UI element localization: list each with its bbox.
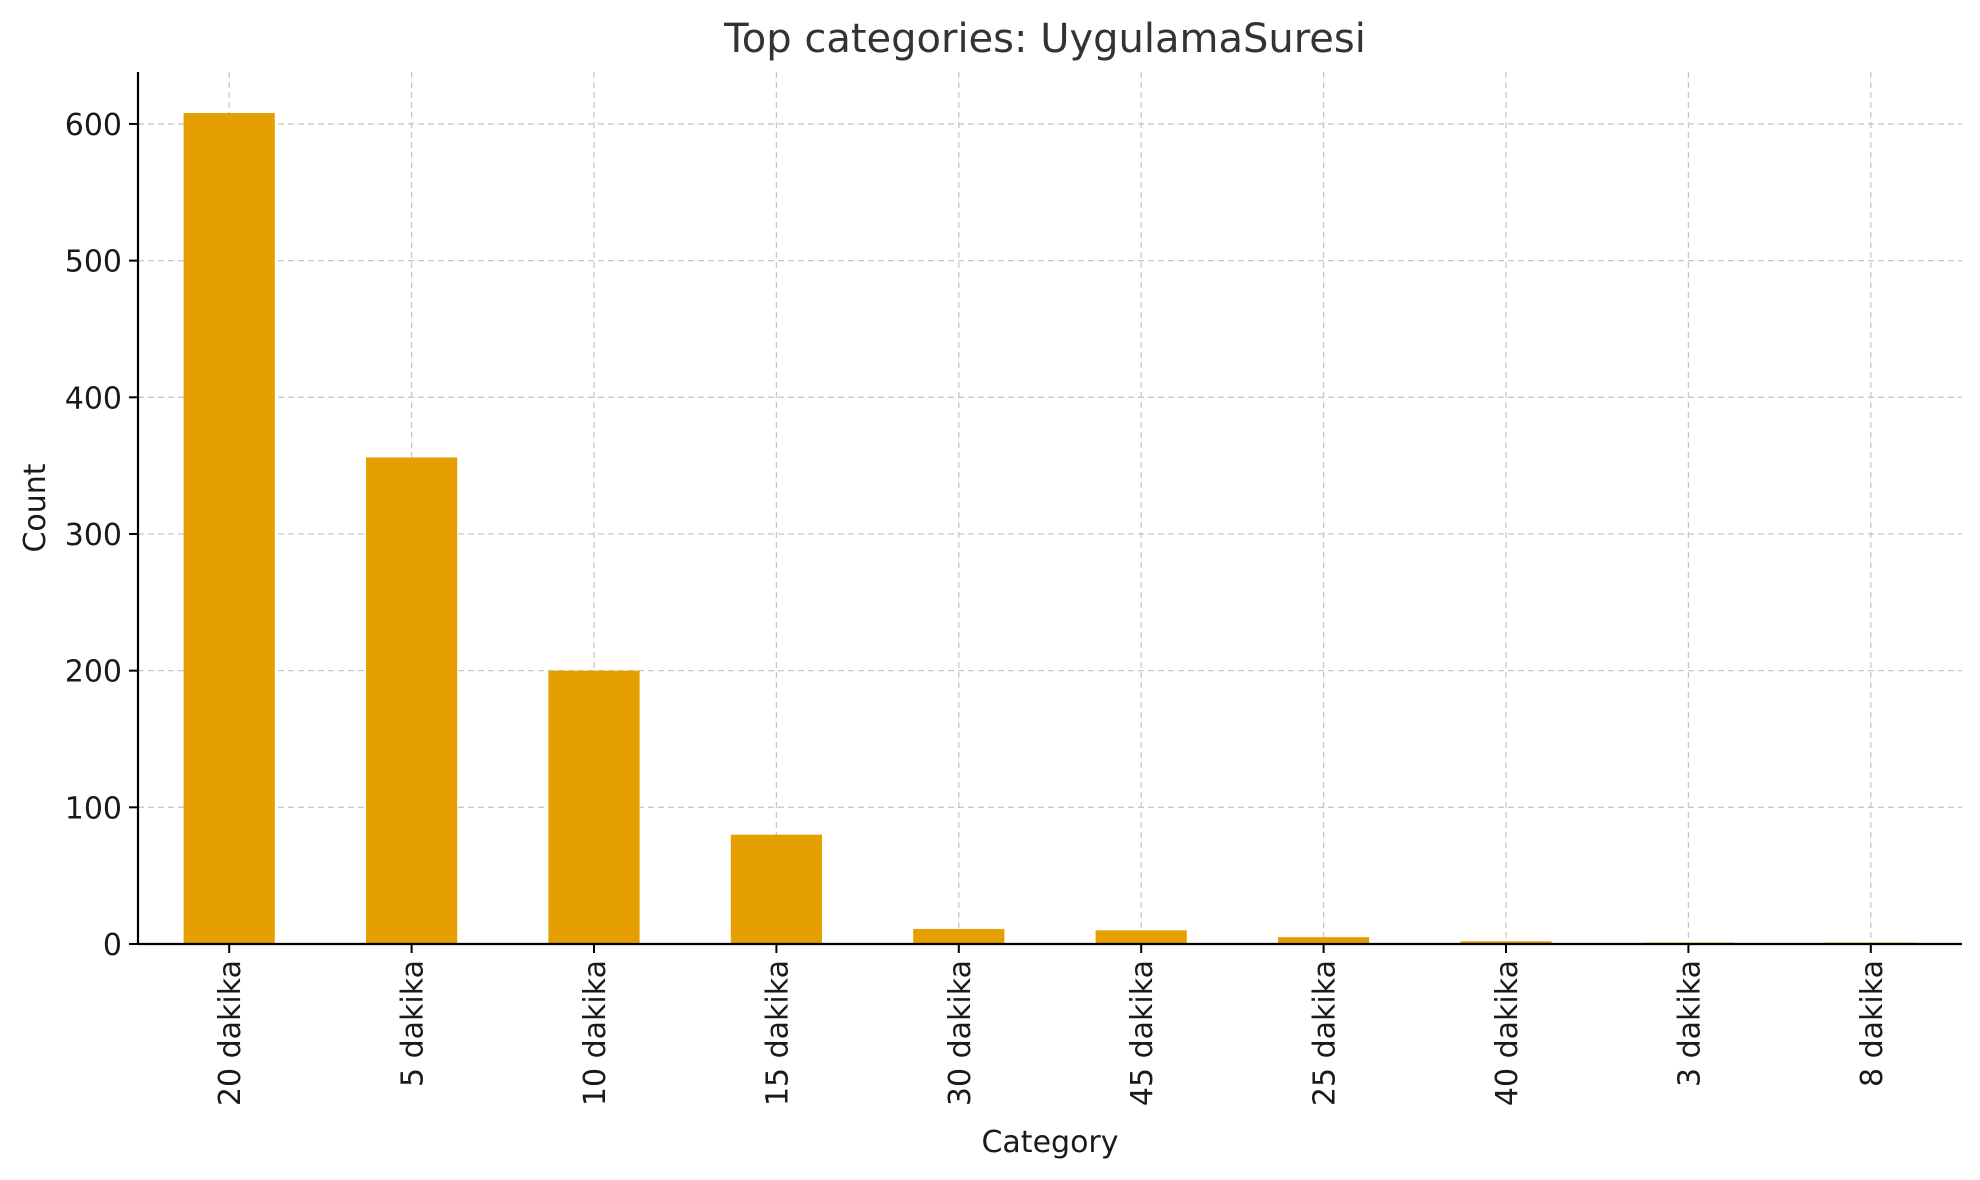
bar bbox=[548, 670, 640, 944]
y-tick-label: 200 bbox=[65, 655, 122, 690]
chart-title: Top categories: UygulamaSuresi bbox=[723, 16, 1366, 62]
bar bbox=[730, 834, 822, 944]
axes bbox=[136, 72, 1962, 946]
y-tick-label: 100 bbox=[65, 791, 122, 826]
tick-labels: 0 100 200 300 400 500 600 20 dakika 5 dakika 10 d… bbox=[65, 108, 1890, 1106]
x-tick-label: 3 dakika bbox=[1672, 960, 1707, 1087]
y-tick-label: 0 bbox=[103, 928, 122, 963]
y-tick-label: 300 bbox=[65, 518, 122, 553]
bar bbox=[1095, 930, 1187, 944]
y-tick-label: 600 bbox=[65, 108, 122, 143]
x-tick-label: 20 dakika bbox=[213, 960, 248, 1106]
x-tick-label: 30 dakika bbox=[943, 960, 978, 1106]
x-axis-label: Category bbox=[981, 1125, 1118, 1160]
x-tick-label: 10 dakika bbox=[578, 960, 613, 1106]
bar bbox=[1460, 941, 1552, 944]
x-tick-label: 8 dakika bbox=[1855, 960, 1890, 1087]
bar bbox=[1278, 937, 1370, 944]
x-tick-label: 40 dakika bbox=[1490, 960, 1525, 1106]
x-tick-label: 5 dakika bbox=[396, 960, 431, 1087]
x-tick-label: 15 dakika bbox=[760, 960, 795, 1106]
y-tick-label: 400 bbox=[65, 381, 122, 416]
x-tick-label: 45 dakika bbox=[1125, 960, 1160, 1106]
bars bbox=[183, 113, 1917, 945]
x-tick-label: 25 dakika bbox=[1308, 960, 1343, 1106]
bar bbox=[366, 457, 458, 944]
bar bbox=[913, 928, 1005, 944]
y-tick-label: 500 bbox=[65, 245, 122, 280]
bar bbox=[183, 113, 275, 945]
y-axis-label: Count bbox=[18, 463, 53, 552]
